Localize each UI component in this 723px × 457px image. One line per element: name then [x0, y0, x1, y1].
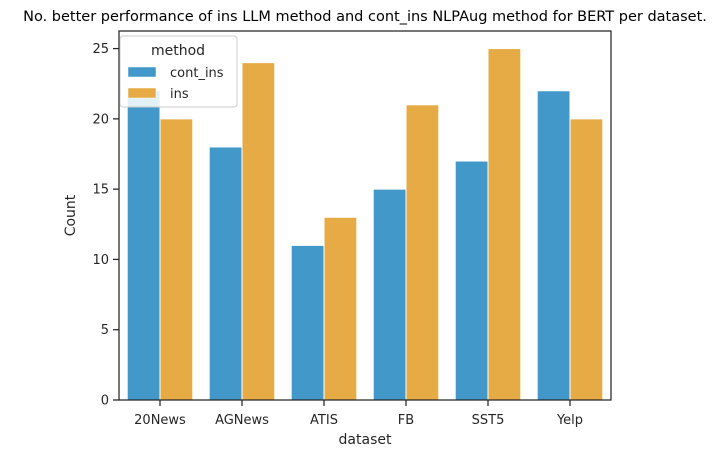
bar-ins-FB	[405, 104, 440, 401]
chart-title: No. better performance of ins LLM method…	[23, 9, 707, 25]
x-tick-label: 20News	[134, 413, 186, 428]
x-tick-label: ATIS	[310, 413, 338, 428]
y-axis-title: Count	[63, 194, 79, 236]
legend-label-ins: ins	[170, 87, 189, 102]
y-tick-label: 0	[101, 394, 109, 409]
bars-group	[126, 48, 604, 401]
bar-ins-AGNews	[241, 62, 276, 401]
x-tick-label: AGNews	[215, 413, 269, 428]
y-tick-label: 20	[92, 112, 109, 127]
x-tick-label: FB	[398, 413, 414, 428]
bar-cont_ins-AGNews	[208, 146, 243, 401]
axes-group	[118, 30, 612, 401]
plot-frame	[118, 30, 612, 401]
y-tick-label: 25	[92, 42, 109, 57]
bar-cont_ins-20News	[126, 90, 161, 401]
x-tick-label: Yelp	[556, 413, 583, 428]
bar-cont_ins-SST5	[454, 160, 489, 401]
legend-swatch-ins	[127, 87, 157, 99]
y-tick-label: 5	[101, 323, 109, 338]
legend-label-cont_ins: cont_ins	[170, 66, 224, 81]
bar-ins-20News	[159, 118, 194, 401]
y-axis: 0 5 10 15 20 25	[92, 42, 119, 409]
bar-ins-Yelp	[569, 118, 604, 401]
bar-ins-SST5	[487, 48, 522, 401]
y-tick-label: 10	[92, 253, 109, 268]
legend-swatch-cont_ins	[127, 66, 157, 78]
x-axis: 20News AGNews ATIS FB SST5 Yelp	[134, 400, 583, 428]
y-tick-label: 15	[92, 183, 109, 198]
bar-cont_ins-FB	[372, 188, 407, 401]
bar-cont_ins-ATIS	[290, 244, 325, 401]
x-tick-label: SST5	[472, 413, 505, 428]
bar-ins-ATIS	[323, 216, 358, 401]
bar-cont_ins-Yelp	[536, 90, 571, 401]
legend-title: method	[151, 43, 205, 59]
x-axis-title: dataset	[339, 432, 392, 448]
